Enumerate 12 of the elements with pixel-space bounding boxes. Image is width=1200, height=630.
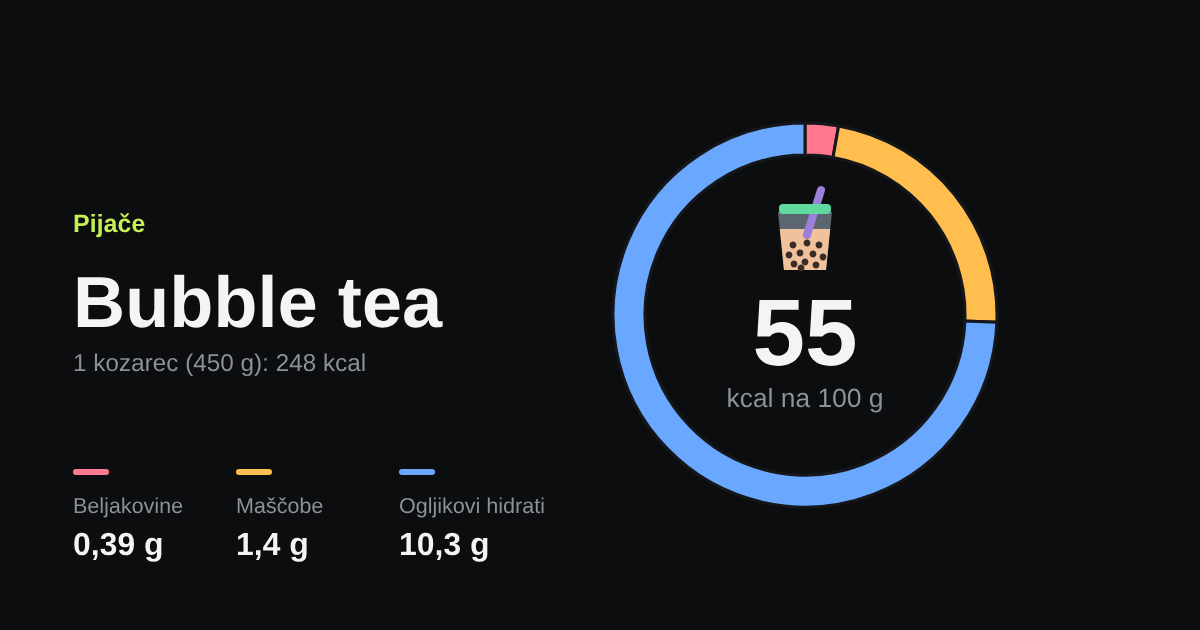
legend-label: Maščobe: [237, 497, 323, 514]
legend-label: Ogljikovi hidrati: [400, 497, 544, 518]
text: 55: [755, 300, 855, 366]
text: kcal na 100 g: [728, 387, 882, 413]
text: 0,39 g: [74, 532, 162, 562]
text: 10,3 g: [401, 532, 488, 562]
text: Bubble tea: [77, 274, 443, 328]
text: 1 kozarec (450 g): 248 kcal: [74, 353, 365, 377]
legend-label: Beljakovine: [74, 497, 183, 518]
text: Pijače: [74, 213, 145, 238]
donut-slice: [611, 121, 999, 509]
text: 1,4 g: [238, 533, 307, 562]
